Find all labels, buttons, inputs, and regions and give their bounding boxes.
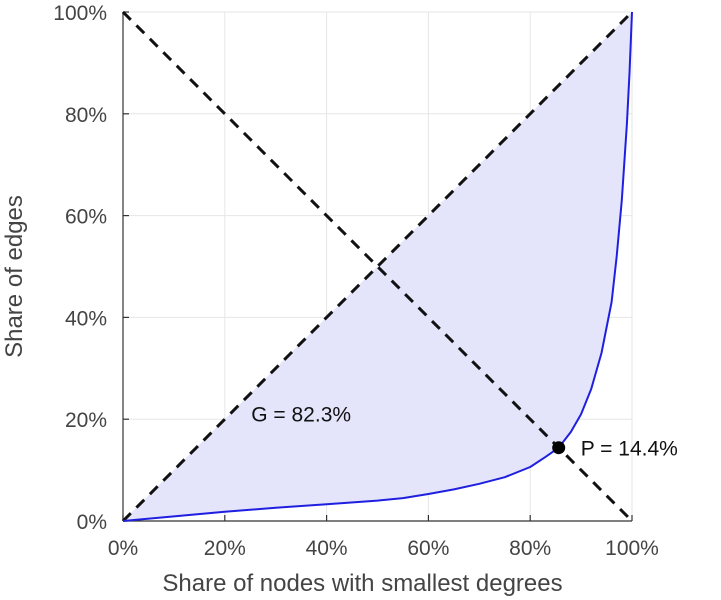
anti-diagonal-reference-line [121, 10, 634, 523]
gini-annotation: G = 82.3% [251, 404, 351, 427]
axes [122, 11, 633, 522]
x-tick-label: 0% [108, 537, 138, 560]
x-tick-label: 20% [204, 537, 246, 560]
x-tick-labels: 0% 20% 40% 60% 80% 100% [108, 537, 659, 560]
x-tick-label: 100% [605, 537, 659, 560]
y-tick-label: 20% [65, 409, 107, 432]
x-tick-label: 60% [407, 537, 449, 560]
y-tick-label: 0% [77, 511, 107, 534]
y-tick-labels: 0% 20% 40% 60% 80% 100% [53, 2, 107, 534]
y-tick-label: 40% [65, 307, 107, 330]
p-annotation: P = 14.4% [581, 438, 678, 461]
p-point-marker [552, 441, 566, 455]
y-tick-label: 80% [65, 104, 107, 127]
y-tick-label: 60% [65, 206, 107, 229]
diagonal-reference-line [121, 10, 634, 523]
x-tick-label: 40% [306, 537, 348, 560]
y-tick-label: 100% [53, 2, 107, 25]
y-axis-label: Share of edges [1, 195, 28, 358]
x-tick-label: 80% [509, 537, 551, 560]
x-axis-label: Share of nodes with smallest degrees [162, 570, 562, 597]
lorenz-curve-line [122, 11, 633, 522]
